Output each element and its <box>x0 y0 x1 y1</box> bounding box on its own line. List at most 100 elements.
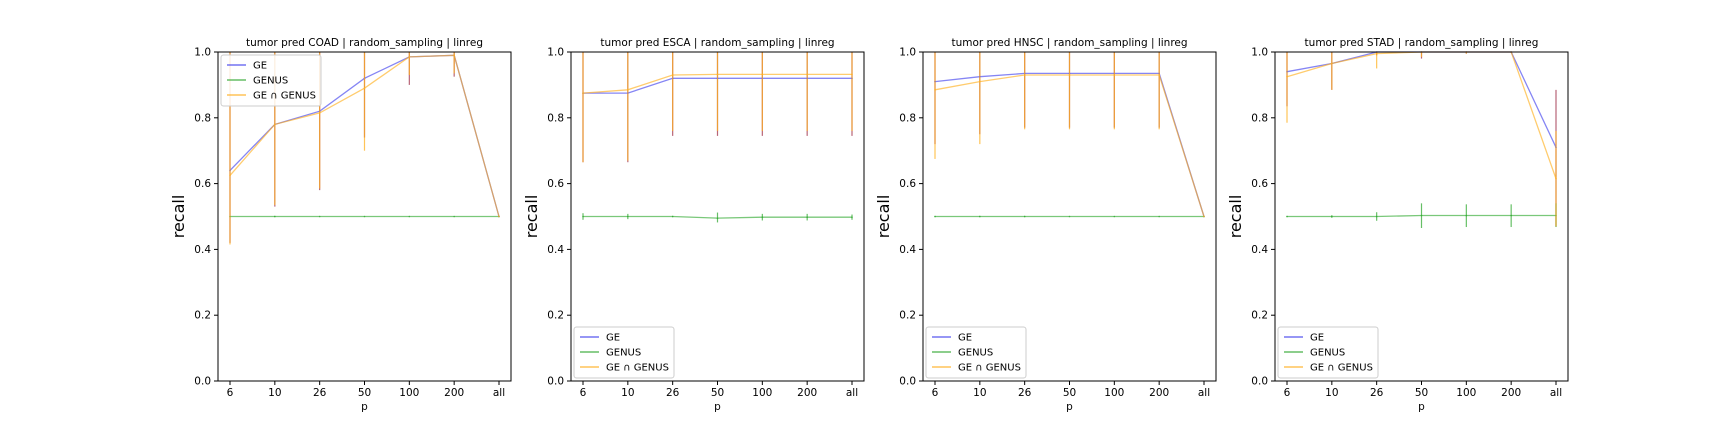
plot-frame <box>1274 51 1569 382</box>
data-point <box>716 217 719 219</box>
y-tick-label: 0.8 <box>1251 112 1268 124</box>
chart-panel-4: tumor pred STAD | random_sampling | linr… <box>1226 37 1569 413</box>
legend: GE GENUS GE ∩ GENUS <box>573 326 675 379</box>
y-axis-label: recall <box>1226 195 1245 239</box>
x-tick-label: 50 <box>1415 387 1428 399</box>
x-tick-label: all <box>493 387 505 399</box>
data-point <box>453 215 455 218</box>
data-point <box>671 74 674 76</box>
x-tick-label: 200 <box>1149 387 1169 399</box>
legend-label: GE <box>958 333 972 344</box>
legend-label: GE ∩ GENUS <box>253 91 316 102</box>
x-tick-label: 6 <box>580 387 587 399</box>
y-tick-label: 0.0 <box>547 376 564 388</box>
x-tick-label: 6 <box>227 387 234 399</box>
data-point <box>1420 214 1423 217</box>
y-tick-label: 0.8 <box>194 112 211 124</box>
x-axis-label: p <box>714 401 721 413</box>
data-point <box>582 92 584 94</box>
data-point <box>761 216 764 218</box>
y-tick-label: 1.0 <box>194 47 211 59</box>
y-tick-label: 0.2 <box>1251 310 1268 322</box>
data-point <box>806 73 808 76</box>
y-tick-label: 1.0 <box>547 47 564 59</box>
x-tick-label: 10 <box>973 387 986 399</box>
y-tick-label: 0.6 <box>194 178 211 190</box>
y-tick-label: 0.2 <box>194 310 211 322</box>
data-point <box>851 73 853 76</box>
legend: GE GENUS GE ∩ GENUS <box>925 326 1027 379</box>
chart-title: tumor pred STAD | random_sampling | linr… <box>1305 37 1539 49</box>
data-point <box>934 89 936 91</box>
data-point <box>934 215 936 218</box>
legend-label: GENUS <box>958 348 993 359</box>
data-point <box>1023 215 1026 218</box>
x-axis-label: p <box>1066 401 1073 413</box>
plot-frame <box>217 51 512 382</box>
data-point <box>1375 52 1378 55</box>
x-tick-label: 100 <box>1456 387 1476 399</box>
x-tick-label: all <box>846 387 858 399</box>
x-tick-label: 26 <box>1018 387 1032 399</box>
series-ge-and-genus <box>582 52 853 163</box>
x-tick-label: 10 <box>268 387 281 399</box>
y-tick-label: 0.0 <box>899 376 916 388</box>
data-point <box>363 215 366 218</box>
y-tick-label: 0.4 <box>547 244 564 256</box>
data-point <box>1113 74 1116 76</box>
data-point <box>318 112 321 114</box>
x-tick-label: 26 <box>1370 387 1384 399</box>
y-axis-label: recall <box>874 195 893 239</box>
data-point <box>453 54 455 57</box>
y-tick-label: 0.2 <box>899 310 916 322</box>
x-tick-label: 50 <box>358 387 371 399</box>
chart-title: tumor pred HNSC | random_sampling | linr… <box>951 37 1187 49</box>
plot-frame <box>570 51 865 382</box>
legend-label: GENUS <box>606 348 641 359</box>
y-tick-label: 0.6 <box>1251 178 1268 190</box>
legend-label: GE ∩ GENUS <box>606 363 669 374</box>
data-point <box>1158 74 1160 76</box>
x-tick-label: 10 <box>1325 387 1338 399</box>
data-point <box>1510 214 1512 217</box>
x-tick-label: 200 <box>1501 387 1521 399</box>
x-tick-label: 6 <box>932 387 939 399</box>
series-genus <box>229 215 500 218</box>
data-point <box>1203 215 1205 218</box>
data-point <box>1465 214 1468 217</box>
chart-title: tumor pred ESCA | random_sampling | linr… <box>600 37 834 49</box>
legend-box <box>925 326 1027 379</box>
legend: GE GENUS GE ∩ GENUS <box>220 54 322 107</box>
x-tick-label: 100 <box>1104 387 1124 399</box>
data-point <box>274 215 276 218</box>
legend-label: GE <box>1310 333 1324 344</box>
legend-label: GENUS <box>253 76 288 87</box>
data-point <box>229 174 231 177</box>
data-point <box>1158 215 1160 218</box>
y-tick-label: 0.4 <box>194 244 211 256</box>
x-tick-label: 26 <box>666 387 680 399</box>
data-point <box>1113 215 1116 218</box>
x-axis-label: p <box>361 401 368 413</box>
x-tick-label: 6 <box>1284 387 1291 399</box>
legend-label: GE <box>253 61 267 72</box>
data-point <box>408 215 411 218</box>
data-point <box>1331 215 1333 218</box>
data-point <box>274 123 276 126</box>
y-tick-label: 0.4 <box>1251 244 1268 256</box>
data-point <box>582 215 584 218</box>
data-point <box>806 216 808 218</box>
data-point <box>1068 215 1071 218</box>
series-genus <box>582 212 853 223</box>
data-point <box>498 215 500 218</box>
y-tick-label: 1.0 <box>1251 47 1268 59</box>
data-point <box>1555 177 1557 180</box>
y-tick-label: 0.6 <box>547 178 564 190</box>
x-tick-label: 50 <box>1063 387 1076 399</box>
y-axis-label: recall <box>169 195 188 239</box>
data-point <box>761 73 764 76</box>
y-tick-label: 1.0 <box>899 47 916 59</box>
chart-title: tumor pred COAD | random_sampling | linr… <box>246 37 483 49</box>
x-tick-label: 26 <box>313 387 327 399</box>
